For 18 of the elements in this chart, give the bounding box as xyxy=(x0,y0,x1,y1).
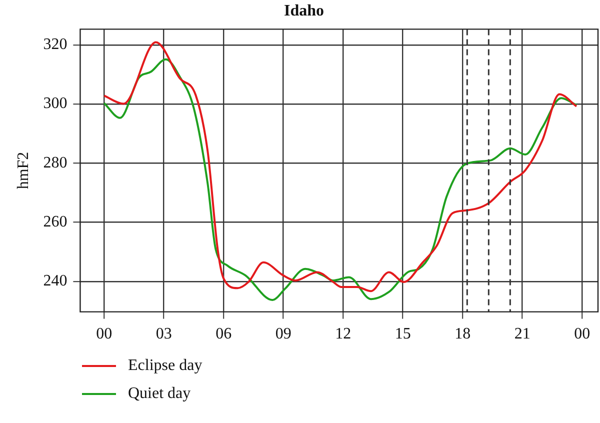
legend-label: Eclipse day xyxy=(128,357,202,375)
x-tick-label: 12 xyxy=(335,326,352,343)
y-tick-label: 280 xyxy=(43,154,68,172)
x-tick-label: 09 xyxy=(275,326,292,343)
y-tick-label: 300 xyxy=(43,95,68,112)
chart-title: Idaho xyxy=(284,2,324,20)
x-tick-label: 15 xyxy=(394,326,411,343)
x-tick-label: 03 xyxy=(156,326,172,343)
x-tick-label: 21 xyxy=(514,326,530,343)
legend-label: Quiet day xyxy=(128,385,191,403)
x-tick-label: 06 xyxy=(216,326,232,343)
y-tick-label: 240 xyxy=(43,272,68,290)
x-tick-label: 00 xyxy=(574,326,590,343)
x-tick-label: 00 xyxy=(96,326,112,343)
y-axis-title: hmF2 xyxy=(14,152,32,190)
y-tick-label: 260 xyxy=(43,213,68,230)
y-tick-label: 320 xyxy=(43,36,68,54)
x-tick-label: 18 xyxy=(454,326,471,343)
